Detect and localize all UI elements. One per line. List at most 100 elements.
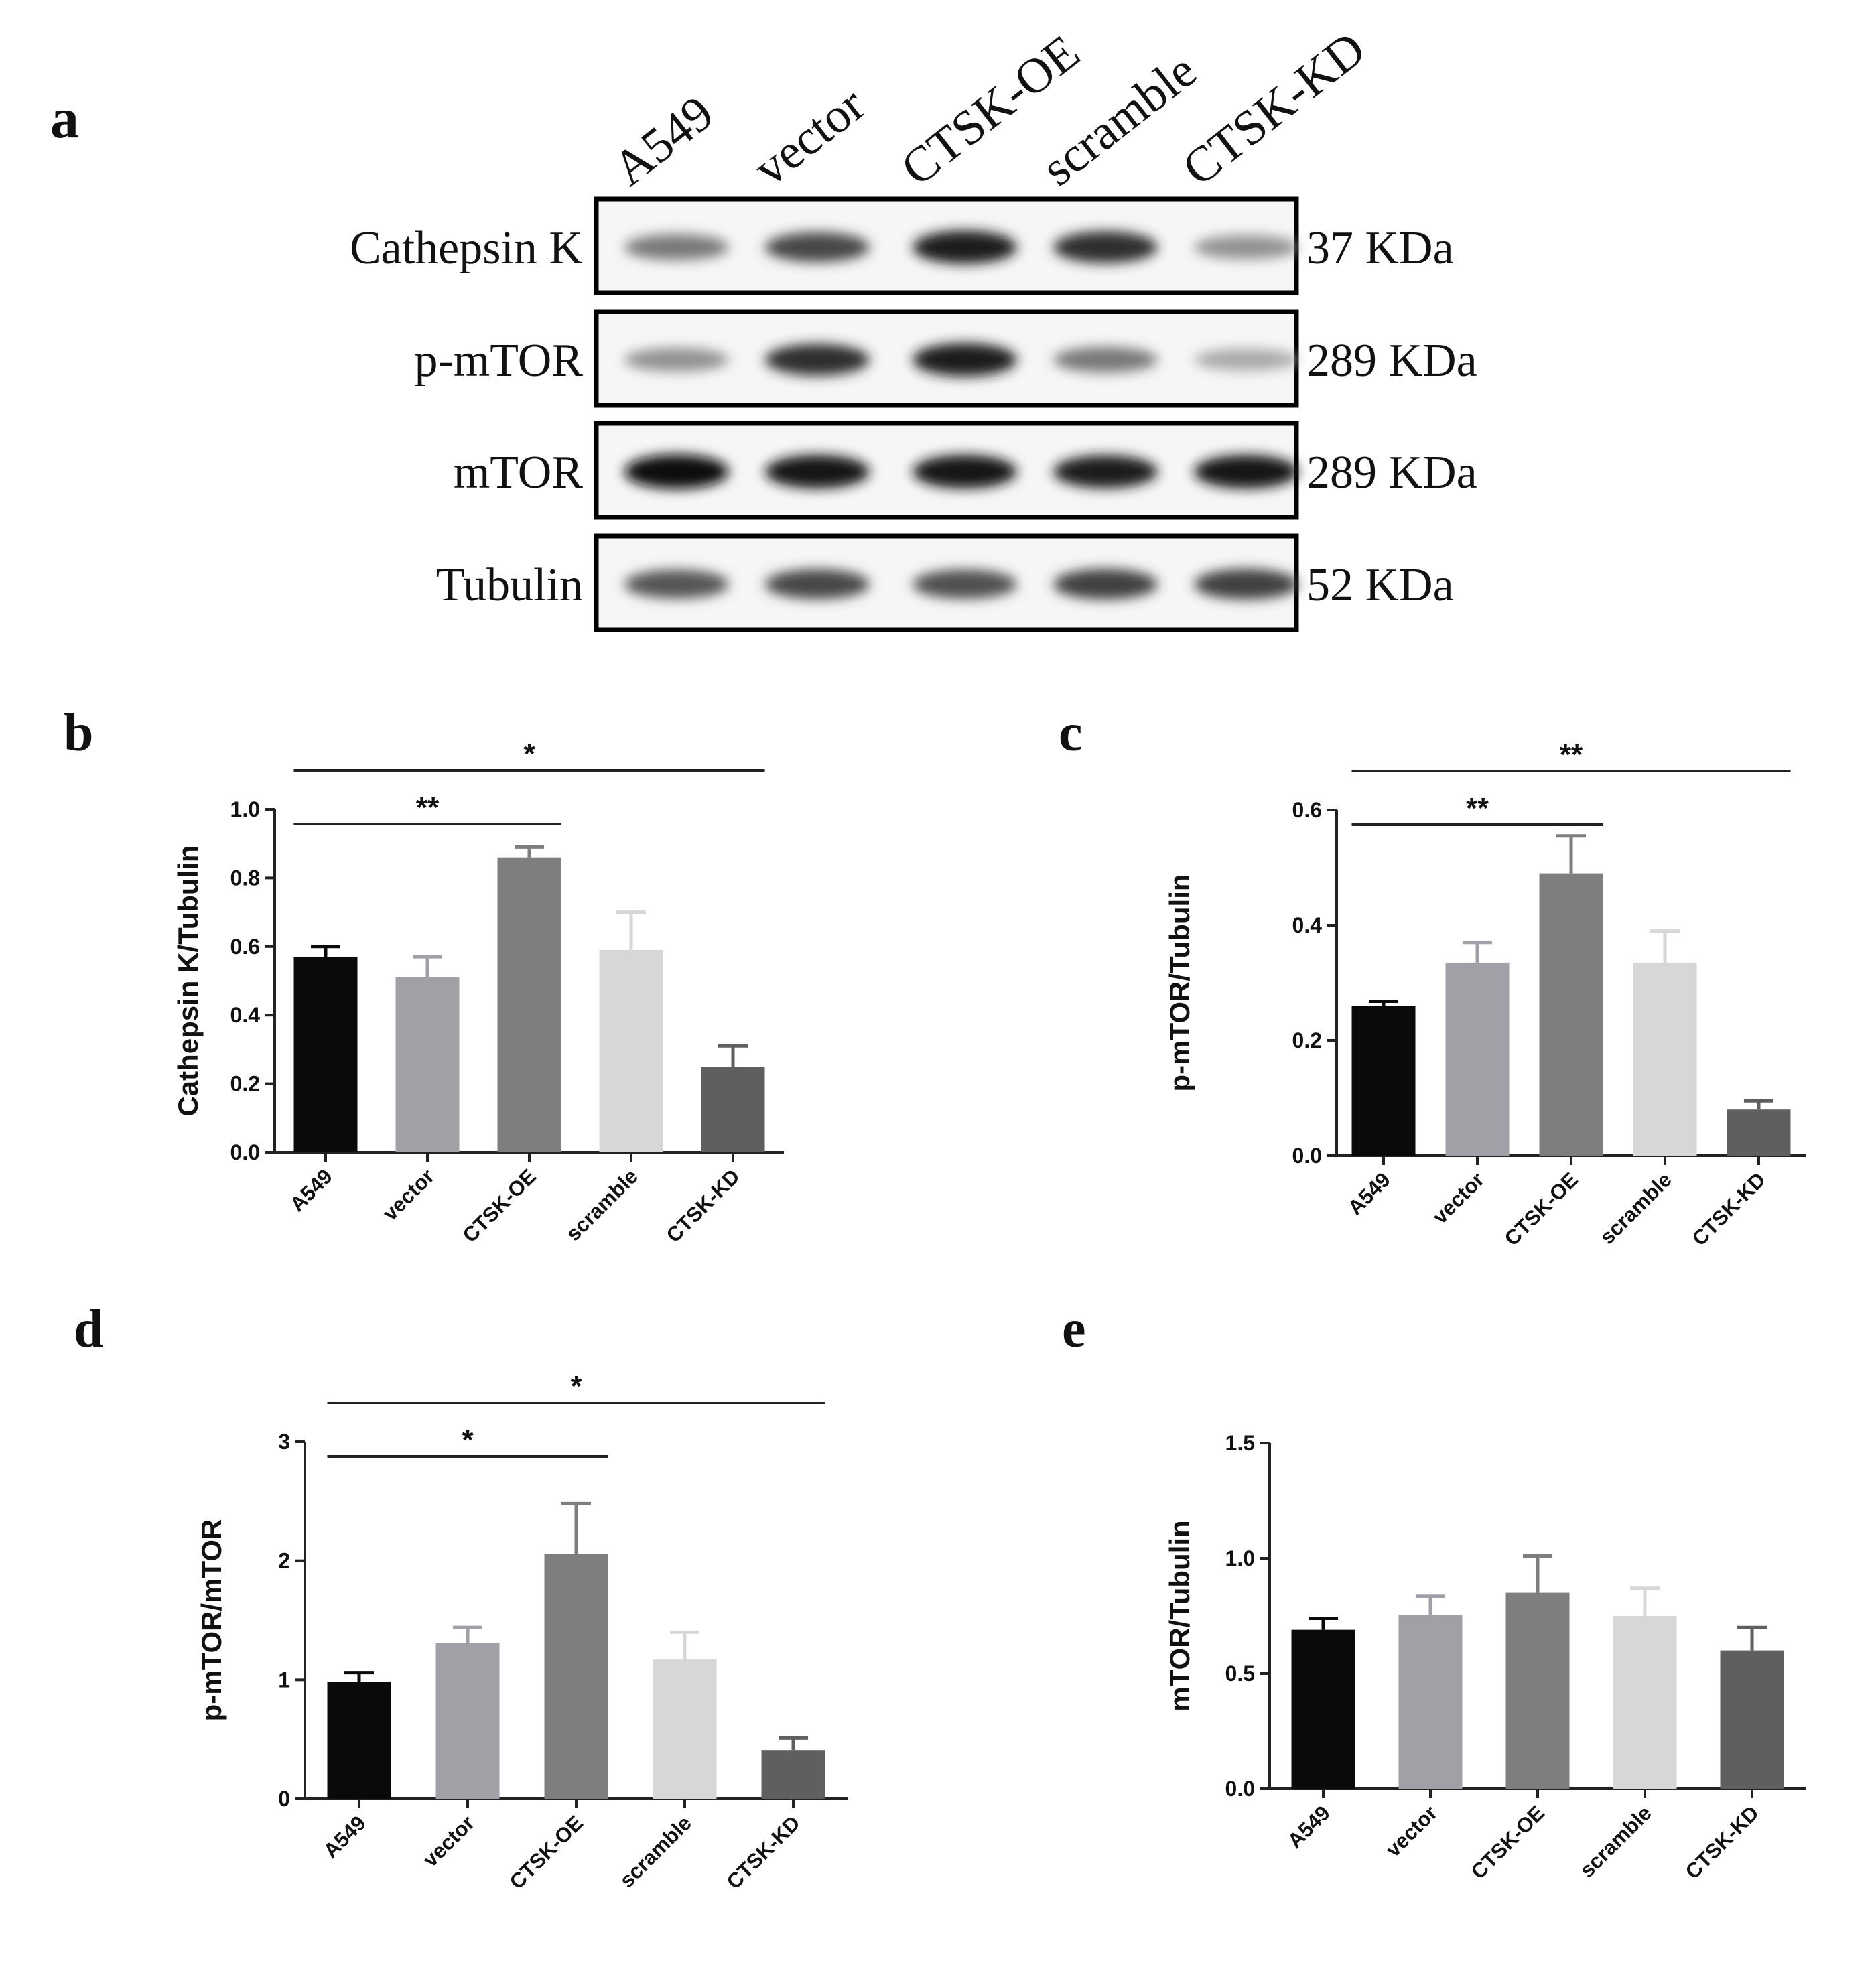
blot-band xyxy=(1194,235,1298,259)
x-tick-label: A549 xyxy=(285,1164,337,1216)
bar-scramble xyxy=(1633,962,1697,1156)
y-tick-label: 0.4 xyxy=(1292,913,1323,937)
blot-band xyxy=(1053,569,1158,600)
x-tick-label: vector xyxy=(1381,1801,1442,1862)
blot-band xyxy=(1194,454,1298,489)
bar-a549 xyxy=(1291,1629,1355,1789)
y-tick-label: 0.2 xyxy=(230,1072,260,1096)
blot-band xyxy=(765,454,870,489)
blot-size-label: 289 KDa xyxy=(1306,335,1477,387)
y-tick-label: 2 xyxy=(278,1549,290,1573)
x-tick-label: vector xyxy=(378,1164,439,1225)
y-axis-label: p-mTOR/Tubulin xyxy=(1164,874,1195,1091)
y-axis-label: p-mTOR/mTOR xyxy=(196,1519,227,1722)
panel-label-c: c xyxy=(1059,703,1083,762)
chart-d: d 0 1 2 3 p-mTOR/mTOR A549 vector CTSK-OE scrambl… xyxy=(74,1300,848,1894)
blot-lane-label: CTSK-KD xyxy=(1172,21,1376,196)
blot-protein-label: p-mTOR xyxy=(415,335,584,387)
significance-label: * xyxy=(523,738,535,770)
blot-size-label: 289 KDa xyxy=(1306,447,1477,498)
significance-label: ** xyxy=(416,791,440,824)
y-axis-label: Cathepsin K/Tubulin xyxy=(172,845,204,1116)
bar-a549 xyxy=(1351,1006,1416,1156)
western-blot-panel: a A549 vector CTSK-OEscrambleCTSK-KDCatheps… xyxy=(50,21,1477,632)
y-tick-label: 0.0 xyxy=(1225,1777,1255,1801)
y-tick-label: 0 xyxy=(278,1787,290,1811)
x-tick-label: scramble xyxy=(615,1811,696,1892)
x-tick-label: A549 xyxy=(1283,1801,1335,1852)
x-tick-label: CTSK-OE xyxy=(458,1164,541,1247)
panel-label-b: b xyxy=(64,703,94,762)
bar-scramble xyxy=(653,1659,717,1799)
x-tick-label: A549 xyxy=(1343,1168,1395,1219)
y-tick-label: 0.4 xyxy=(230,1003,261,1027)
panel-label-d: d xyxy=(74,1300,104,1359)
bar-ctsk-kd xyxy=(1720,1650,1784,1789)
chart-e: e 0.0 0.5 1.0 1.5 mTOR/Tubulin A549 vector CTSK-… xyxy=(1062,1300,1806,1884)
x-tick-label: A549 xyxy=(319,1811,371,1862)
x-tick-label: CTSK-OE xyxy=(1467,1801,1549,1883)
y-tick-label: 0.5 xyxy=(1225,1661,1255,1686)
y-axis-label: mTOR/Tubulin xyxy=(1164,1520,1195,1711)
blot-size-label: 37 KDa xyxy=(1306,222,1454,274)
chart-b: b 0.0 0.2 0.4 0.6 0.8 1.0 Cathepsin K/Tubulin A5… xyxy=(64,703,784,1247)
x-tick-label: CTSK-OE xyxy=(1500,1168,1583,1250)
blot-band xyxy=(765,344,870,376)
y-tick-label: 0.2 xyxy=(1292,1028,1322,1052)
bar-ctsk-oe xyxy=(1539,873,1603,1156)
blot-band xyxy=(913,343,1017,377)
x-tick-label: CTSK-KD xyxy=(662,1164,744,1247)
x-tick-label: CTSK-OE xyxy=(505,1811,588,1893)
blot-protein-label: Cathepsin K xyxy=(350,222,583,274)
blot-band xyxy=(1053,346,1158,373)
bar-charts: b 0.0 0.2 0.4 0.6 0.8 1.0 Cathepsin K/Tubulin A5… xyxy=(64,703,1806,1894)
x-tick-label: scramble xyxy=(1595,1168,1676,1249)
blot-band xyxy=(765,569,870,600)
x-tick-label: scramble xyxy=(561,1164,643,1245)
blot-lane-label: A549 xyxy=(603,86,724,197)
bar-vector xyxy=(436,1643,500,1799)
bar-ctsk-kd xyxy=(701,1067,765,1152)
blot-band xyxy=(765,232,870,263)
panel-label-e: e xyxy=(1062,1300,1086,1359)
blot-band xyxy=(624,569,729,599)
x-tick-label: CTSK-KD xyxy=(1681,1801,1763,1883)
x-tick-label: vector xyxy=(418,1811,479,1872)
blot-band xyxy=(1053,455,1158,488)
bar-a549 xyxy=(293,957,358,1152)
y-tick-label: 0.6 xyxy=(230,935,260,959)
bar-vector xyxy=(395,977,460,1152)
blot-band xyxy=(1053,231,1158,263)
y-tick-label: 3 xyxy=(278,1430,290,1454)
panel-label-a: a xyxy=(50,86,79,150)
y-tick-label: 0.0 xyxy=(1292,1144,1322,1168)
bar-ctsk-oe xyxy=(1505,1592,1570,1789)
x-tick-label: CTSK-KD xyxy=(722,1811,805,1893)
blot-band xyxy=(624,454,729,489)
significance-label: ** xyxy=(1466,792,1489,825)
y-tick-label: 0.6 xyxy=(1292,798,1322,822)
bar-ctsk-kd xyxy=(761,1750,825,1799)
blot-band xyxy=(913,454,1017,489)
y-tick-label: 1.5 xyxy=(1225,1431,1255,1455)
bar-vector xyxy=(1398,1615,1463,1789)
blot-protein-label: Tubulin xyxy=(436,559,583,611)
significance-label: * xyxy=(570,1370,582,1403)
blot-lane-label: vector xyxy=(744,77,875,196)
y-tick-label: 1.0 xyxy=(1225,1546,1255,1570)
blot-band xyxy=(913,230,1017,264)
bar-a549 xyxy=(327,1682,391,1799)
y-tick-label: 0.8 xyxy=(230,866,260,890)
bar-vector xyxy=(1445,962,1510,1156)
blot-band xyxy=(624,348,729,372)
x-tick-label: CTSK-KD xyxy=(1688,1168,1770,1250)
x-tick-label: scramble xyxy=(1575,1801,1656,1882)
blot-band xyxy=(1194,569,1298,600)
y-tick-label: 0.0 xyxy=(230,1140,260,1164)
x-tick-label: vector xyxy=(1428,1168,1489,1229)
blot-size-label: 52 KDa xyxy=(1306,559,1454,611)
blot-band xyxy=(1194,348,1298,371)
bar-scramble xyxy=(599,949,663,1152)
